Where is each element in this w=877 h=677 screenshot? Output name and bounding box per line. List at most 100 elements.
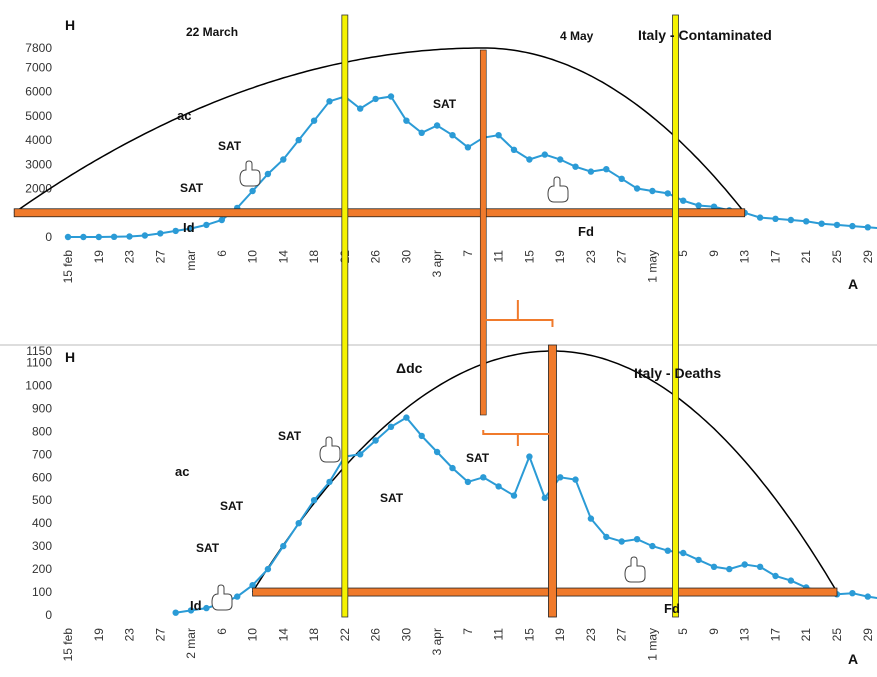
- x-tick-label: 19: [553, 628, 567, 642]
- series-line: [175, 416, 877, 614]
- data-point: [203, 604, 210, 612]
- y-tick-label: 4000: [25, 133, 52, 147]
- x-tick-label: 21: [799, 628, 813, 642]
- bottom-axis-a-label: A: [848, 651, 858, 667]
- data-point: [126, 233, 133, 240]
- x-tick-label: 18: [307, 250, 321, 264]
- bottom-fd-label: Fd: [664, 601, 680, 616]
- data-point: [664, 547, 671, 554]
- x-tick-label: 14: [276, 250, 290, 264]
- x-tick-label: 19: [553, 250, 567, 264]
- x-tick-label: 5: [676, 628, 690, 635]
- data-point: [849, 590, 856, 597]
- data-point: [295, 520, 302, 527]
- bottom-sat-label-1: SAT: [278, 429, 302, 443]
- x-tick-label: 29: [861, 250, 875, 264]
- data-point: [603, 166, 610, 173]
- data-point: [680, 549, 687, 557]
- x-tick-label: 9: [707, 628, 721, 635]
- data-point: [587, 515, 595, 522]
- data-point: [495, 483, 502, 490]
- x-tick-label: 27: [615, 628, 629, 642]
- x-tick-label: 27: [153, 250, 167, 264]
- baseline-bar: [252, 587, 838, 597]
- hand-icon: [239, 160, 261, 187]
- data-point: [572, 476, 579, 483]
- x-tick-label: 30: [399, 250, 413, 264]
- data-point: [157, 230, 164, 237]
- data-point: [187, 225, 195, 232]
- y-tick-label: 300: [32, 539, 52, 553]
- data-point: [95, 233, 103, 241]
- data-point: [280, 156, 287, 163]
- data-point: [449, 464, 456, 472]
- x-tick-label: 25: [830, 250, 844, 264]
- data-point: [649, 187, 656, 195]
- data-point: [80, 233, 87, 241]
- data-point: [557, 156, 564, 163]
- bottom-peak-marker: [548, 344, 557, 618]
- y-tick-label: 6000: [25, 85, 52, 99]
- data-point: [741, 561, 748, 568]
- x-tick-label: 3 apr: [430, 628, 444, 655]
- data-point: [449, 132, 456, 139]
- data-point: [864, 224, 871, 231]
- data-point: [310, 117, 318, 124]
- data-point: [772, 572, 779, 580]
- data-point: [418, 129, 425, 136]
- data-point: [849, 222, 856, 230]
- x-tick-label: 1 may: [645, 250, 659, 283]
- envelope-curve: [13, 47, 746, 214]
- may-4-line: [672, 14, 679, 618]
- data-point: [526, 156, 533, 163]
- data-point: [433, 122, 441, 129]
- x-tick-label: 25: [830, 628, 844, 642]
- y-tick-label: 700: [32, 447, 52, 461]
- data-point: [572, 163, 579, 170]
- x-tick-label: 18: [307, 628, 321, 642]
- x-tick-label: 3 apr: [430, 250, 444, 277]
- x-tick-label: 26: [369, 628, 383, 642]
- x-tick-label: 30: [399, 628, 413, 642]
- x-tick-label: 5: [676, 250, 690, 257]
- x-tick-label: 7: [461, 628, 475, 635]
- data-point: [557, 474, 564, 481]
- contaminated-chart: 01000200030004000500060007000780015 feb1…: [13, 41, 877, 283]
- y-tick-label: 200: [32, 562, 52, 576]
- x-tick-label: 17: [768, 250, 782, 264]
- bottom-sat-label-5: SAT: [466, 451, 490, 465]
- data-point: [110, 233, 118, 240]
- data-point: [280, 542, 287, 550]
- data-point: [710, 203, 718, 210]
- top-ac-label: ac: [177, 108, 191, 123]
- data-point: [203, 221, 210, 229]
- data-point: [249, 187, 256, 195]
- data-point: [726, 565, 733, 573]
- data-point: [510, 492, 518, 499]
- top-axis-a-label: A: [848, 276, 858, 292]
- bottom-axis-h-label: H: [65, 349, 75, 365]
- data-point: [264, 170, 272, 178]
- hand-icon: [624, 556, 646, 583]
- y-tick-label: 800: [32, 424, 52, 438]
- overlay-markers: [0, 14, 877, 618]
- data-point: [464, 144, 472, 151]
- data-point: [864, 593, 871, 600]
- data-point: [680, 197, 687, 204]
- y-tick-label: 0: [45, 230, 52, 244]
- delta-dc-label: Δdc: [396, 360, 423, 376]
- data-point: [64, 233, 72, 241]
- data-point: [310, 497, 318, 504]
- bottom-sat-label-3: SAT: [196, 541, 220, 555]
- data-point: [357, 451, 364, 458]
- data-point: [787, 577, 795, 584]
- y-tick-label: 400: [32, 516, 52, 530]
- data-point: [372, 95, 379, 103]
- top-axis-h-label: H: [65, 17, 75, 33]
- data-point: [526, 453, 533, 460]
- x-tick-label: 22: [338, 628, 352, 642]
- data-point: [495, 132, 502, 139]
- y-tick-label: 7000: [25, 60, 52, 74]
- baseline-bar: [13, 208, 746, 218]
